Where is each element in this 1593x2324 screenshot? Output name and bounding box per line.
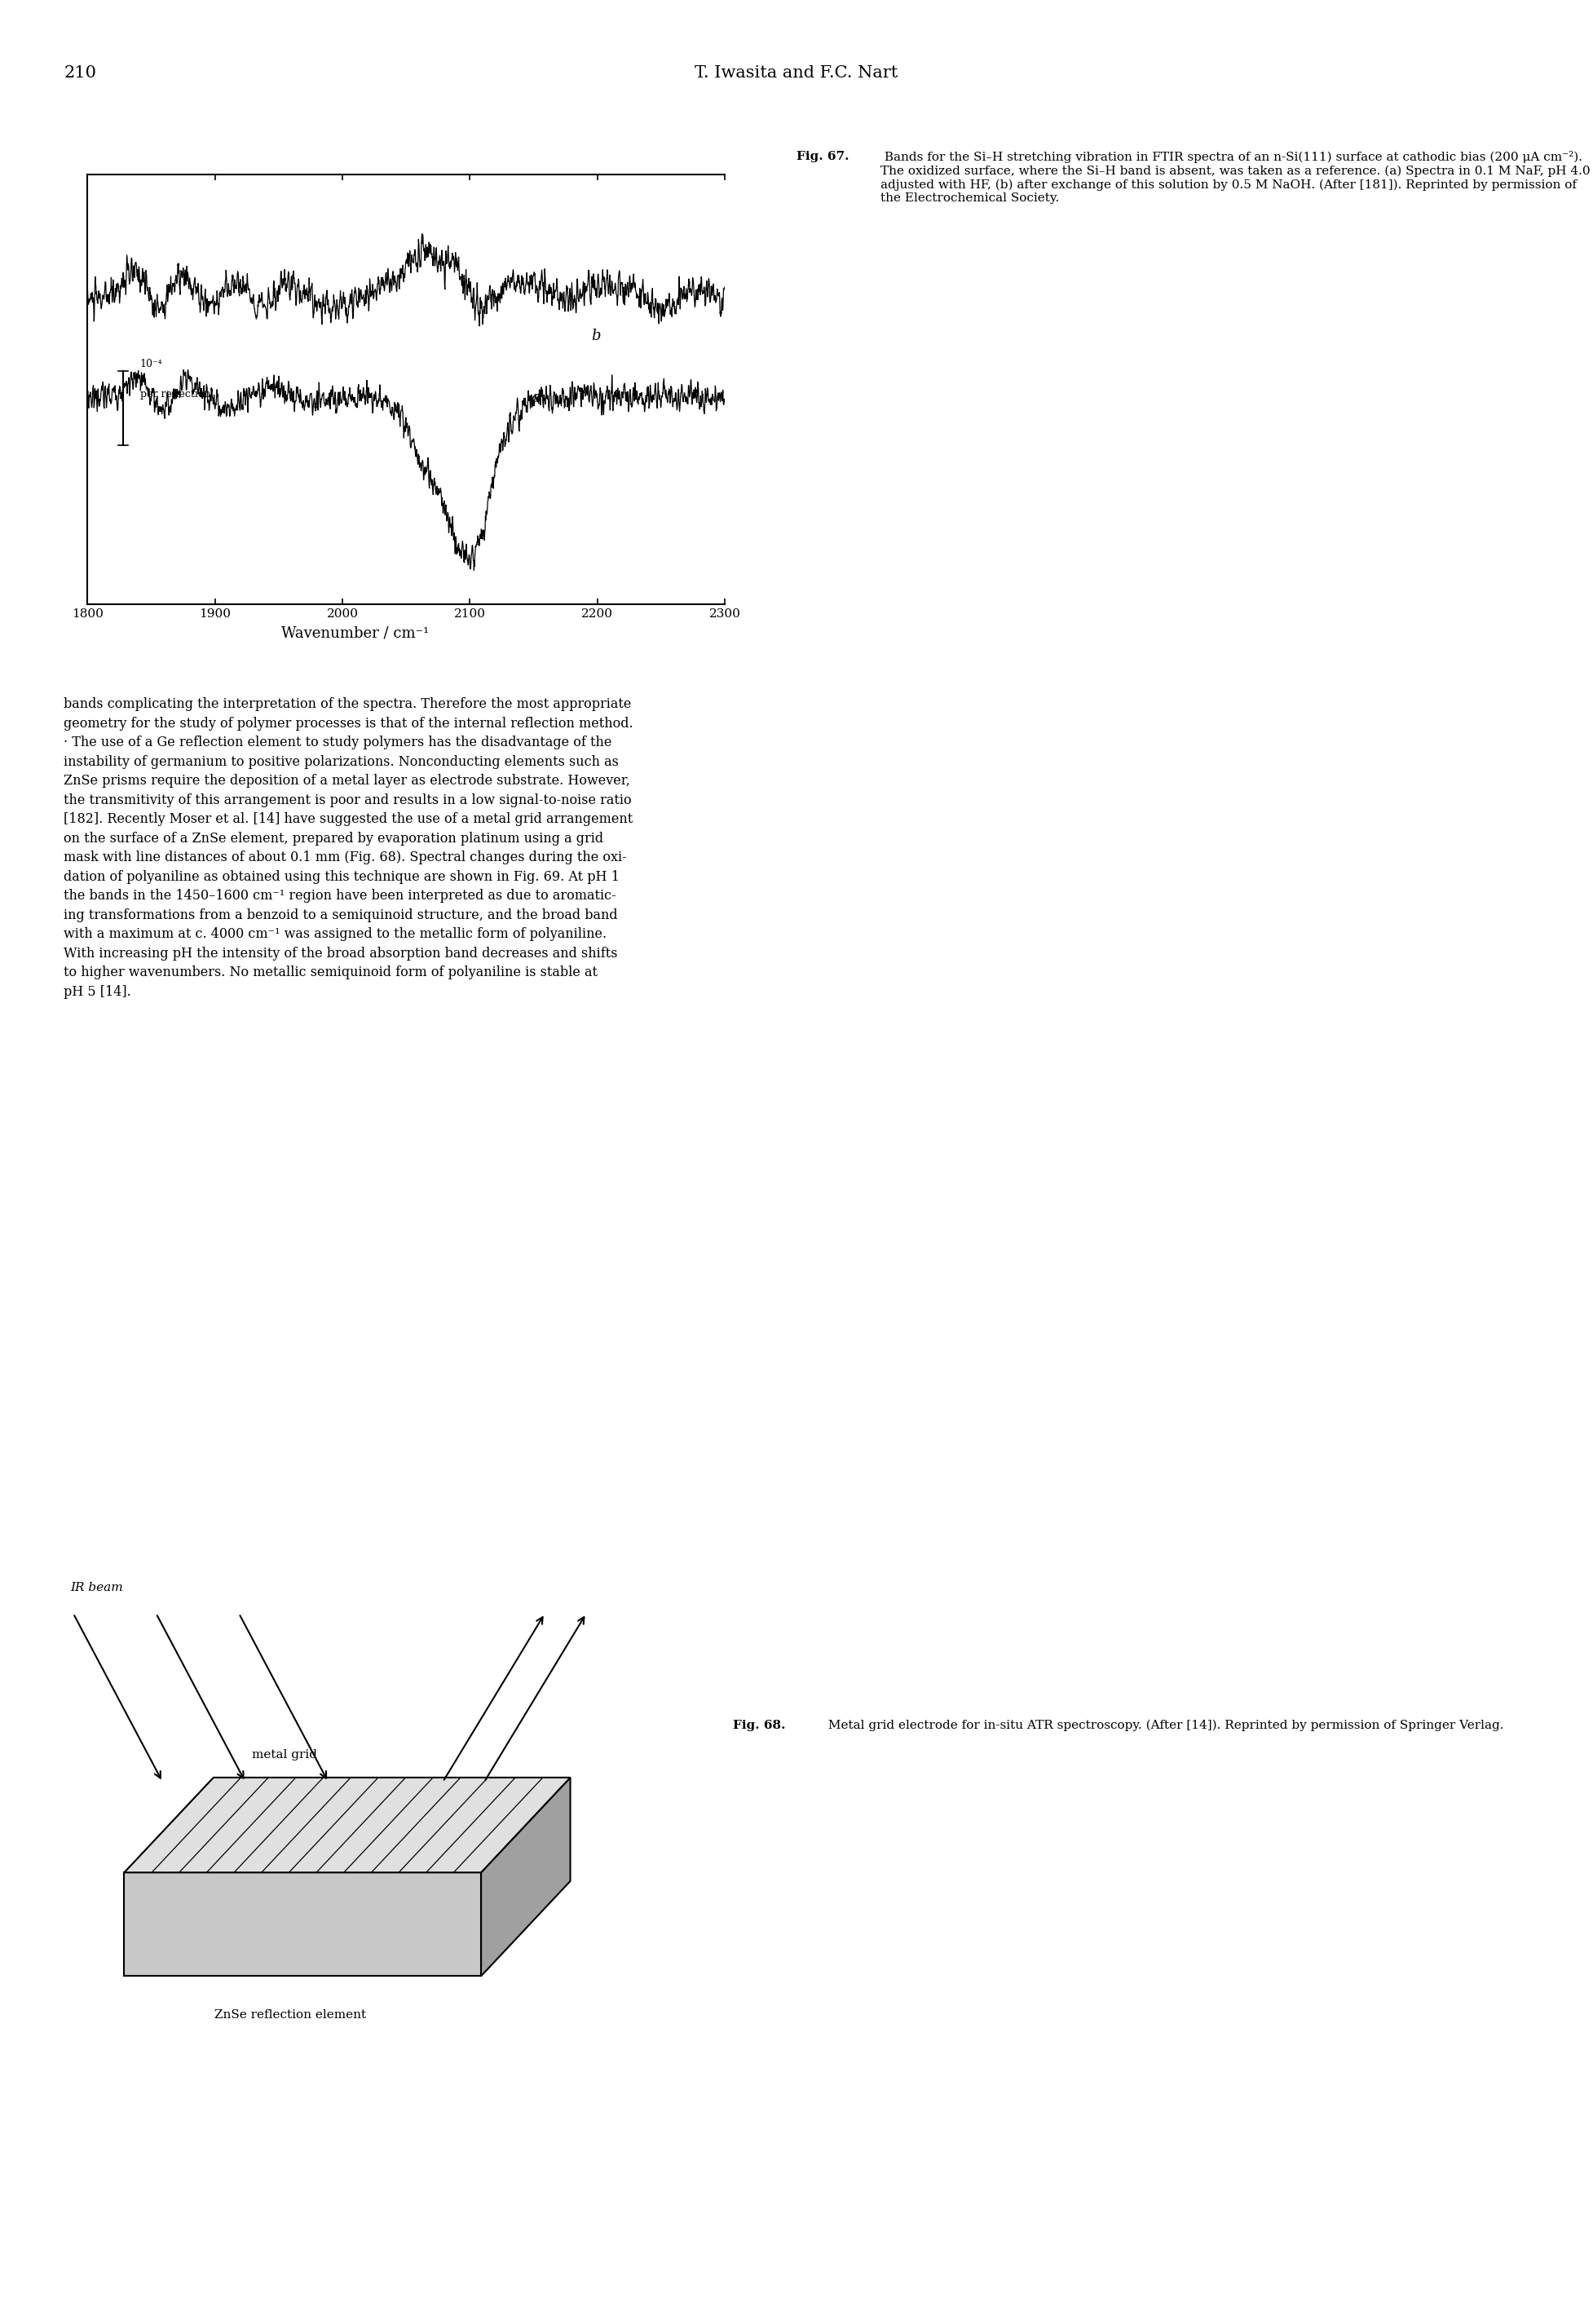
Text: per reflection: per reflection <box>140 390 210 400</box>
Text: Metal grid electrode for in-situ ATR spectroscopy. (After [14]). Reprinted by pe: Metal grid electrode for in-situ ATR spe… <box>825 1720 1504 1731</box>
Polygon shape <box>124 1873 481 1975</box>
Text: b: b <box>591 330 601 344</box>
Text: Fig. 67.: Fig. 67. <box>796 151 849 163</box>
Polygon shape <box>481 1778 570 1975</box>
Text: Fig. 68.: Fig. 68. <box>733 1720 785 1731</box>
Text: bands complicating the interpretation of the spectra. Therefore the most appropr: bands complicating the interpretation of… <box>64 697 634 999</box>
Text: a: a <box>530 390 540 404</box>
Text: T. Iwasita and F.C. Nart: T. Iwasita and F.C. Nart <box>695 65 898 81</box>
Text: 10⁻⁴: 10⁻⁴ <box>140 358 162 370</box>
Text: ZnSe reflection element: ZnSe reflection element <box>213 2010 366 2020</box>
Text: Wavenumber / cm⁻¹: Wavenumber / cm⁻¹ <box>282 625 429 641</box>
Text: metal grid: metal grid <box>252 1750 317 1759</box>
Polygon shape <box>124 1778 570 1873</box>
Text: 210: 210 <box>64 65 96 81</box>
Text: IR beam: IR beam <box>70 1583 123 1594</box>
Text: Bands for the Si–H stretching vibration in FTIR spectra of an n-Si(111) surface : Bands for the Si–H stretching vibration … <box>881 151 1590 205</box>
